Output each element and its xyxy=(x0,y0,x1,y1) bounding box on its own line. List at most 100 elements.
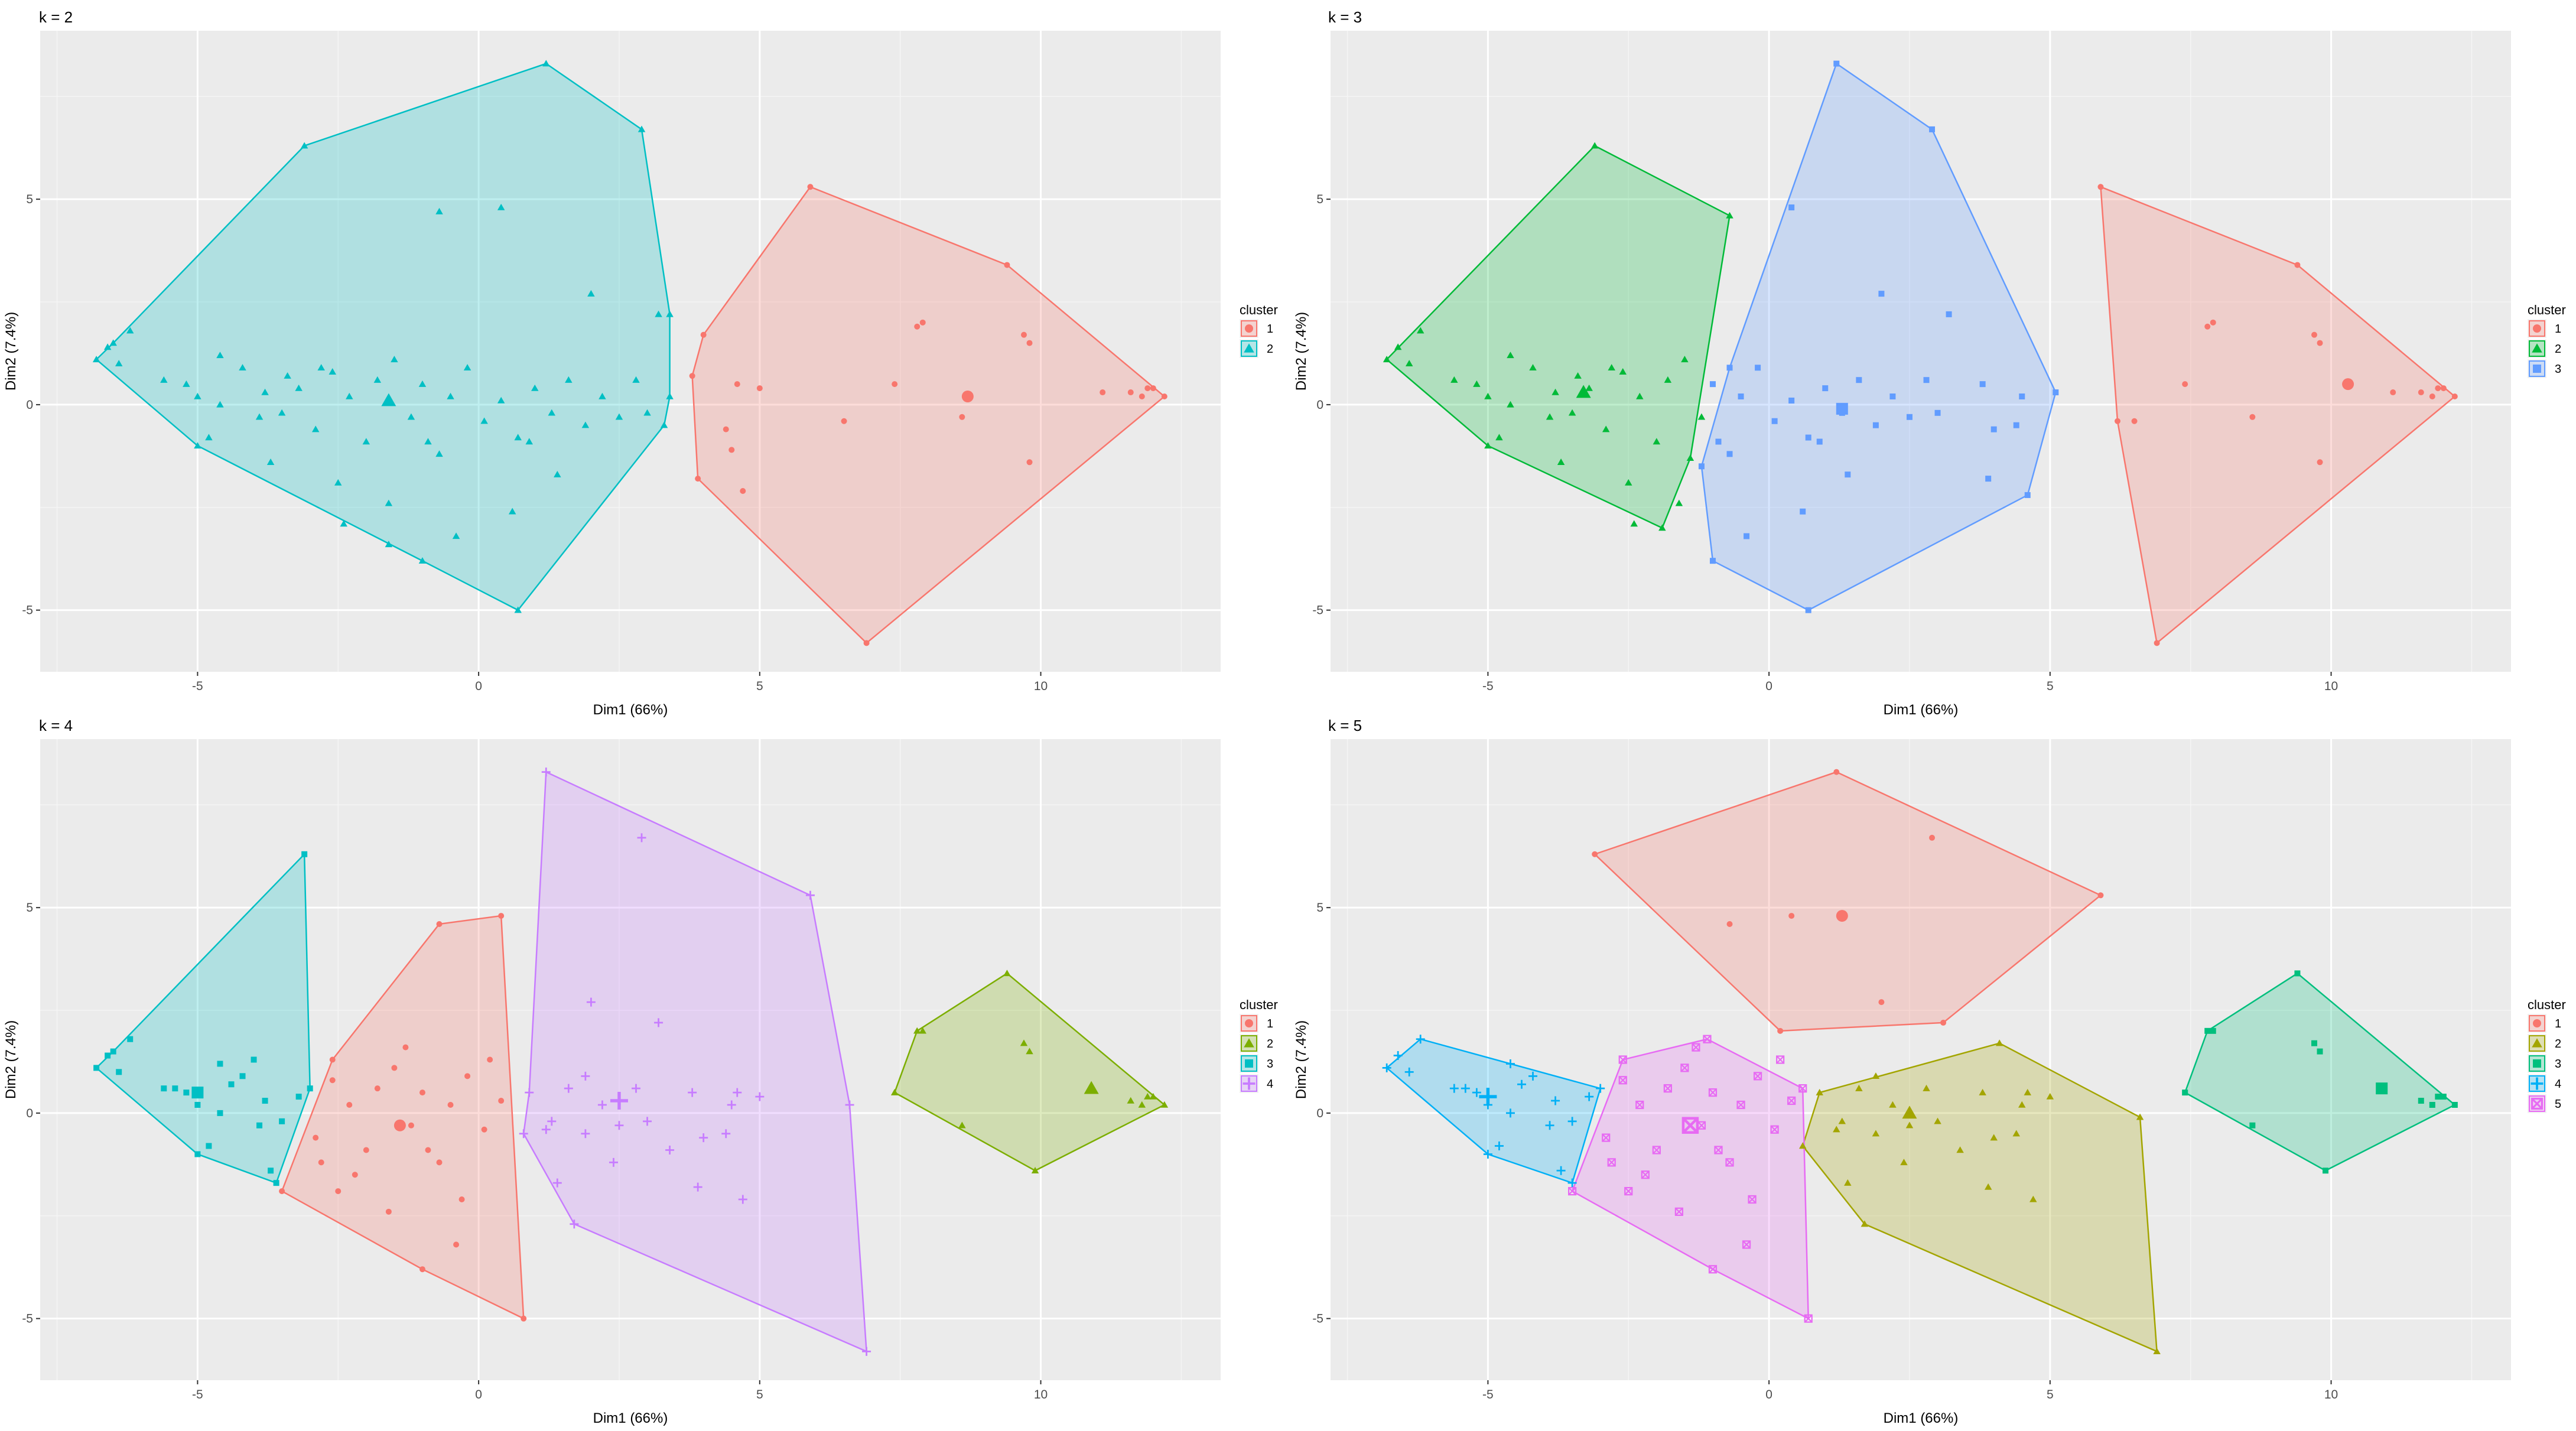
cluster-point-2 xyxy=(1630,520,1638,527)
cluster-point-4 xyxy=(632,1084,641,1093)
cluster-point-2 xyxy=(1697,413,1706,420)
y-tick-label: -5 xyxy=(22,604,33,617)
cluster-point-2 xyxy=(1681,356,1689,363)
cluster-point-2 xyxy=(1591,142,1599,149)
cluster-point-2 xyxy=(1450,376,1458,383)
cluster-point-2 xyxy=(284,372,291,379)
cluster-point-1 xyxy=(425,1147,431,1153)
cluster-point-2 xyxy=(1546,413,1554,420)
cluster-point-2 xyxy=(1956,1146,1964,1153)
cluster-point-2 xyxy=(463,364,471,371)
cluster-point-1 xyxy=(689,373,695,379)
cluster-point-4 xyxy=(1596,1084,1605,1093)
x-tick-label: -5 xyxy=(1482,679,1494,693)
cluster-point-1 xyxy=(363,1147,369,1153)
cluster-point-3 xyxy=(1788,397,1795,404)
cluster-point-2 xyxy=(2153,1348,2161,1355)
cluster-center-1 xyxy=(1836,910,1848,922)
cluster-point-2 xyxy=(2029,1195,2037,1202)
cluster-point-2 xyxy=(418,557,427,564)
cluster-point-2 xyxy=(615,413,623,420)
cluster-point-1 xyxy=(279,1188,285,1195)
cluster-center-1 xyxy=(393,1119,406,1131)
cluster-point-1 xyxy=(892,381,898,388)
cluster-point-4 xyxy=(597,1100,607,1110)
cluster-point-2 xyxy=(1872,1072,1880,1079)
cluster-point-5 xyxy=(1725,1158,1734,1167)
x-tick-label: 10 xyxy=(1034,679,1048,693)
cluster-point-5 xyxy=(1776,1055,1785,1064)
cluster-point-2 xyxy=(194,392,201,399)
cluster-point-4 xyxy=(1449,1084,1459,1093)
cluster-point-2 xyxy=(581,421,590,428)
cluster-point-2 xyxy=(1026,1048,1033,1055)
cluster-point-1 xyxy=(352,1172,358,1178)
cluster-point-1 xyxy=(700,331,707,338)
cluster-point-5 xyxy=(1618,1076,1627,1085)
cluster-point-1 xyxy=(458,1196,465,1202)
cluster-point-3 xyxy=(2013,422,2019,428)
cluster-point-1 xyxy=(436,1159,443,1166)
cluster-point-3 xyxy=(1715,438,1722,445)
cluster-point-2 xyxy=(160,376,168,383)
chart-panel-3: -5 0 5 10 -5 0 5 Dim1 (66%) Dim2 (7.4%) cluster 1 2… xyxy=(3,739,1278,1426)
cluster-point-3 xyxy=(268,1167,274,1174)
cluster-point-1 xyxy=(464,1073,471,1079)
cluster-point-2 xyxy=(531,384,539,391)
cluster-point-4 xyxy=(688,1088,697,1097)
cluster-point-2 xyxy=(497,203,505,210)
cluster-point-2 xyxy=(514,606,522,613)
cluster-point-5 xyxy=(1736,1100,1745,1110)
cluster-point-4 xyxy=(738,1195,747,1204)
cluster-point-2 xyxy=(1416,327,1424,334)
cluster-center-2 xyxy=(1902,1105,1917,1119)
cluster-point-2 xyxy=(660,421,668,428)
cluster-point-3 xyxy=(1872,422,1879,428)
cluster-point-4 xyxy=(564,1084,573,1093)
cluster-point-2 xyxy=(1127,1097,1135,1104)
cluster-point-3 xyxy=(1755,365,1761,371)
cluster-point-4 xyxy=(581,1129,590,1139)
cluster-point-2 xyxy=(497,396,505,404)
cluster-point-3 xyxy=(256,1122,263,1128)
cluster-point-2 xyxy=(183,380,190,387)
legend-label-1: 1 xyxy=(1267,1017,1273,1030)
cluster-point-2 xyxy=(1995,1039,2003,1046)
cluster-point-2 xyxy=(1838,1117,1846,1124)
legend-label-1: 1 xyxy=(2555,1017,2561,1030)
cluster-point-2 xyxy=(508,508,516,515)
cluster-point-3 xyxy=(239,1073,246,1079)
cluster-point-3 xyxy=(1889,393,1896,400)
cluster-point-2 xyxy=(1934,1117,1941,1124)
cluster-point-3 xyxy=(2435,1094,2441,1100)
cluster-point-2 xyxy=(1905,1121,1914,1128)
cluster-point-1 xyxy=(1021,331,1027,338)
y-tick-label: 5 xyxy=(26,193,33,206)
cluster-point-3 xyxy=(1800,508,1806,515)
cluster-point-1 xyxy=(335,1188,341,1195)
cluster-point-1 xyxy=(919,319,926,326)
panel-title-k5: k = 5 xyxy=(1328,717,1362,734)
cluster-point-5 xyxy=(1742,1240,1751,1249)
cluster-point-4 xyxy=(541,1125,551,1134)
legend-glyph-1 xyxy=(1245,1019,1253,1027)
legend: cluster 1 2 xyxy=(1240,303,1278,358)
cluster-point-2 xyxy=(1383,356,1391,363)
cluster-point-2 xyxy=(655,310,662,317)
cluster-point-2 xyxy=(239,364,246,371)
cluster-point-2 xyxy=(300,142,308,149)
cluster-point-2 xyxy=(1889,1101,1897,1108)
cluster-point-3 xyxy=(2429,1102,2435,1108)
cluster-point-1 xyxy=(436,921,443,927)
cluster-point-3 xyxy=(1878,291,1885,297)
cluster-point-3 xyxy=(2317,1048,2323,1055)
cluster-point-5 xyxy=(1567,1186,1577,1196)
cluster-point-2 xyxy=(1529,364,1537,371)
plot-background xyxy=(40,31,1221,672)
cluster-point-3 xyxy=(1833,60,1840,67)
cluster-point-2 xyxy=(2024,1088,2032,1095)
cluster-point-1 xyxy=(1004,262,1010,268)
cluster-point-1 xyxy=(385,1208,392,1215)
cluster-point-2 xyxy=(1990,1134,1998,1141)
cluster-point-1 xyxy=(419,1266,425,1273)
